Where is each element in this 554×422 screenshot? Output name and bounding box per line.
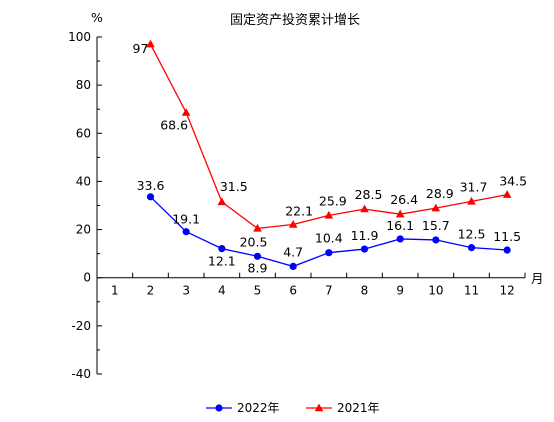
data-point	[395, 209, 405, 218]
data-point	[432, 236, 440, 244]
y-tick-label: -20	[71, 319, 91, 333]
data-label: 22.1	[285, 204, 313, 219]
data-label: 11.5	[493, 229, 521, 244]
data-label: 8.9	[248, 260, 268, 275]
y-tick-label: -40	[71, 367, 91, 381]
series-a: 33.6 19.1 12.1 8.9 4.7 10.4 11.9 16.1 15.7 12.5 11…	[137, 178, 522, 275]
data-point	[146, 193, 155, 201]
data-point	[360, 204, 369, 213]
x-tick-label: 8	[361, 284, 369, 298]
legend: 2022年 2021年	[206, 401, 380, 415]
y-tick-label: 40	[76, 174, 91, 188]
data-point	[217, 197, 227, 206]
y-tick-label: 20	[76, 223, 91, 237]
data-point	[289, 262, 297, 271]
x-tick-label: 4	[218, 284, 226, 298]
x-tick-label: 7	[325, 284, 333, 298]
legend-item: 2021年	[306, 401, 380, 415]
data-label: 28.9	[426, 186, 454, 201]
y-tick-label: 100	[68, 30, 91, 44]
data-point	[467, 244, 476, 252]
data-label: 12.5	[458, 227, 486, 242]
legend-label: 2022年	[237, 401, 280, 415]
data-point	[218, 244, 226, 253]
legend-label: 2021年	[337, 401, 380, 415]
x-tick-label: 2	[147, 284, 155, 298]
data-label: 33.6	[137, 178, 165, 193]
data-label: 16.1	[386, 218, 414, 233]
series-layer: 33.6 19.1 12.1 8.9 4.7 10.4 11.9 16.1 15.7 12.5 11…	[133, 39, 527, 275]
data-label: 31.5	[220, 179, 248, 194]
data-point	[325, 249, 333, 257]
data-label: 11.9	[351, 228, 379, 243]
x-tick-label: 1	[111, 284, 119, 298]
y-axis-unit: %	[91, 10, 103, 25]
data-point	[181, 108, 191, 116]
data-label: 4.7	[283, 244, 303, 259]
data-label: 19.1	[172, 212, 200, 227]
data-point	[253, 252, 262, 260]
x-tick-label: 5	[254, 284, 262, 298]
data-point	[396, 235, 404, 243]
data-point	[324, 210, 334, 219]
x-tick-label: 3	[182, 284, 190, 298]
data-label: 34.5	[499, 174, 527, 189]
chart-title: 固定资产投资累计增长	[230, 12, 360, 28]
y-tick-label: 80	[76, 78, 91, 92]
data-label: 28.5	[355, 187, 383, 202]
x-axis-unit: 月	[531, 271, 544, 286]
data-point	[431, 203, 441, 212]
x-tick-label: 10	[428, 284, 443, 298]
data-label: 20.5	[240, 234, 268, 249]
series-b: 97 68.6 31.5 20.5 22.1 25.9 28.5 26.4 28.9 31.7 34…	[133, 39, 527, 249]
data-point	[253, 223, 262, 232]
x-tick-label: 9	[396, 284, 404, 298]
data-point	[360, 245, 369, 253]
data-point	[467, 196, 476, 205]
data-label: 12.1	[208, 254, 236, 269]
data-point	[503, 246, 511, 254]
y-tick-label: 0	[83, 271, 91, 285]
data-point	[146, 39, 155, 48]
data-label: 31.7	[460, 179, 488, 194]
data-point	[288, 220, 298, 228]
data-label: 97	[133, 41, 149, 56]
legend-marker	[215, 404, 223, 412]
data-point	[502, 190, 512, 198]
data-label: 10.4	[315, 231, 343, 246]
x-tick-label: 12	[500, 284, 515, 298]
data-label: 25.9	[319, 193, 347, 208]
data-point	[182, 228, 190, 236]
data-label: 26.4	[390, 192, 418, 207]
legend-marker	[314, 403, 324, 412]
legend-item: 2022年	[206, 401, 280, 415]
data-label: 68.6	[160, 118, 188, 133]
x-tick-label: 6	[289, 284, 297, 298]
x-tick-label: 11	[464, 284, 479, 298]
data-label: 15.7	[422, 218, 450, 233]
y-tick-label: 60	[76, 126, 91, 140]
